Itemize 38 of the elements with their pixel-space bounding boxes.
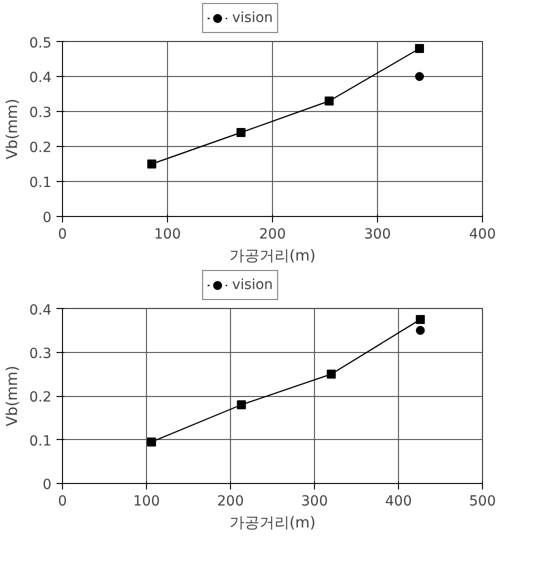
x-tick-label: 0 (58, 226, 67, 242)
x-tick-label: 200 (259, 226, 286, 242)
x-axis-title: 가공거리(m) (229, 514, 316, 532)
y-tick-label: 0.3 (29, 346, 52, 362)
point (416, 326, 425, 335)
x-tick-label: 400 (385, 494, 412, 510)
x-tick-label: 500 (469, 494, 496, 510)
x-tick-label: 300 (364, 226, 391, 242)
x-tick-label: 400 (469, 226, 496, 242)
point (147, 160, 156, 168)
y-tick-label: 0.4 (29, 70, 52, 86)
y-tick-label: 0.4 (29, 302, 52, 318)
y-tick-label: 0 (42, 477, 52, 493)
point (415, 72, 424, 81)
x-tick-label: 0 (58, 494, 67, 510)
y-tick-label: 0.5 (29, 36, 52, 52)
x-tick-label: 300 (301, 494, 328, 510)
x-axis-title: 가공거리(m) (229, 246, 316, 264)
y-tick-label: 0.1 (29, 433, 52, 450)
x-tick-label: 100 (154, 226, 181, 242)
point (416, 314, 425, 324)
y-tick-label: 0.3 (29, 105, 52, 121)
y-axis-title: Vb(mm) (3, 98, 22, 160)
y-tick-label: 0.2 (29, 140, 52, 156)
x-tick-label: 200 (217, 494, 244, 510)
legend-label: vision (232, 10, 273, 26)
point (415, 44, 424, 53)
point (326, 370, 336, 379)
y-tick-label: 0.2 (29, 390, 52, 406)
y-tick-label: 0.1 (29, 175, 52, 191)
point (324, 96, 334, 106)
y-axis-title: Vb(mm) (3, 366, 22, 426)
point (147, 437, 156, 446)
point (236, 400, 246, 410)
legend-label: vision (232, 277, 273, 293)
point (236, 128, 246, 137)
x-tick-label: 100 (133, 494, 160, 510)
y-tick-label: 0 (42, 210, 52, 226)
